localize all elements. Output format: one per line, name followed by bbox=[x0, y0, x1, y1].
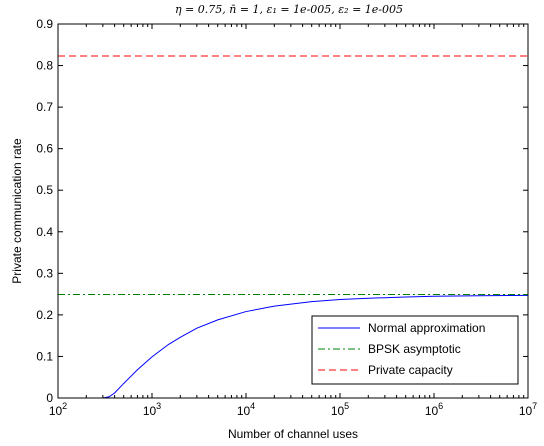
y-tick-label: 0.1 bbox=[36, 349, 53, 363]
legend-label: BPSK asymptotic bbox=[368, 342, 461, 356]
y-axis-label: Private communication rate bbox=[10, 138, 24, 284]
x-axis-label: Number of channel uses bbox=[228, 427, 358, 441]
x-tick-label: 105 bbox=[331, 401, 349, 418]
x-tick-label: 103 bbox=[143, 401, 161, 418]
y-tick-label: 0.6 bbox=[36, 142, 53, 156]
x-tick-label: 106 bbox=[425, 401, 443, 418]
legend-label: Normal approximation bbox=[368, 321, 485, 335]
series-line-normal-approximation bbox=[58, 294, 529, 399]
series-layer bbox=[58, 55, 529, 399]
y-tick-label: 0.9 bbox=[36, 17, 53, 31]
x-tick-label: 104 bbox=[237, 401, 255, 418]
x-tick-label: 107 bbox=[519, 401, 537, 418]
plot-frame bbox=[57, 23, 529, 399]
y-tick-label: 0.8 bbox=[36, 59, 53, 73]
legend-box bbox=[311, 315, 519, 385]
y-tick-label: 0.2 bbox=[36, 308, 53, 322]
tick-labels-layer: 102 103 104 105 106 107 0 0.1 0.2 0.3 0.4 0.5 0.6 0.7… bbox=[36, 17, 537, 418]
y-tick-label: 0.5 bbox=[36, 183, 53, 197]
legend-label: Private capacity bbox=[368, 363, 453, 377]
chart-title: η = 0.75, n̄ = 1, ε₁ = 1e-005, ε₂ = 1e-0… bbox=[175, 3, 403, 16]
legend: Normal approximation BPSK asymptotic Priva… bbox=[311, 315, 519, 385]
y-tick-label: 0.7 bbox=[36, 100, 53, 114]
y-tick-label: 0.3 bbox=[36, 266, 53, 280]
y-tick-label: 0 bbox=[46, 391, 53, 405]
x-tick-label: 102 bbox=[49, 401, 67, 418]
y-tick-label: 0.4 bbox=[36, 225, 53, 239]
legend-entries: Normal approximation BPSK asymptotic Priva… bbox=[318, 321, 485, 377]
